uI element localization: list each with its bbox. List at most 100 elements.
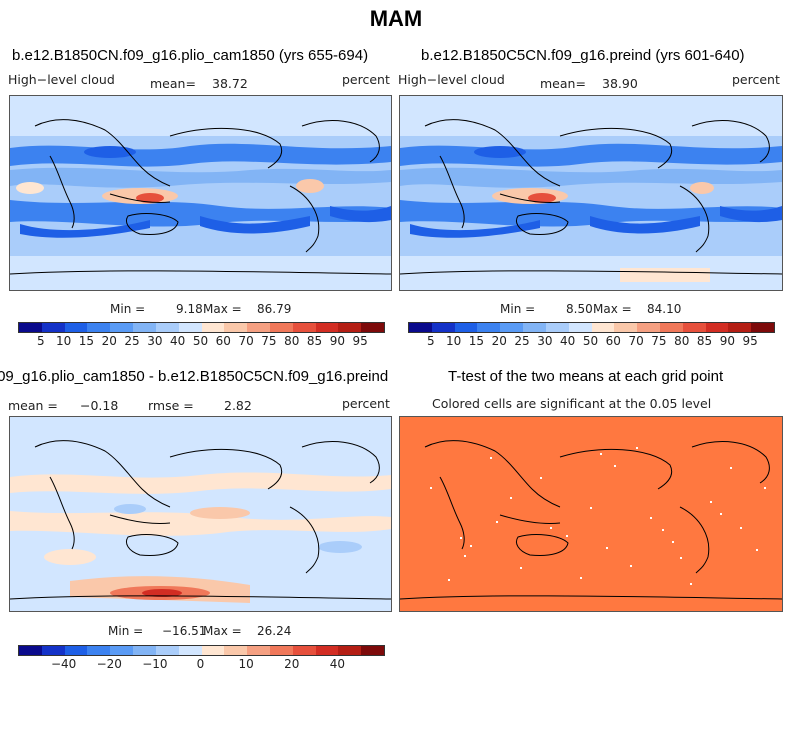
colorbar-tick-label: 20 [491,334,507,348]
panel-3-min-value: −16.51 [162,624,207,638]
colorbar-tick-label: 10 [445,334,462,348]
colorbar-swatch [728,323,752,332]
colorbar-swatch [201,323,225,332]
colorbar-swatch [19,323,42,332]
colorbar-swatch [269,646,293,655]
panel-2-colorbar-labels: 5 10 15 20 25 30 40 50 60 70 75 80 85 90 95 [408,334,773,348]
panel-1-max-label: Max = [203,302,242,316]
colorbar-tick-label: 50 [582,334,599,348]
colorbar-swatch [155,646,179,655]
colorbar-tick-label: 70 [628,334,644,348]
colorbar-swatch [361,323,384,332]
colorbar-swatch [178,646,202,655]
panel-1-max-value: 86.79 [257,302,292,316]
colorbar-swatch [87,646,111,655]
panel-3-map [9,416,392,612]
colorbar-swatch [361,646,384,655]
colorbar-tick-label: 95 [742,334,758,348]
colorbar-tick-label: 40 [329,657,346,671]
colorbar-swatch [500,323,524,332]
colorbar-swatch [201,646,225,655]
colorbar-swatch [315,646,339,655]
colorbar-swatch [224,323,248,332]
colorbar-swatch [41,323,65,332]
colorbar-swatch [110,646,134,655]
panel-3-mean-value: −0.18 [80,398,119,413]
colorbar-swatch [409,323,432,332]
panel-3-max-label: Max = [203,624,242,638]
colorbar-tick-label: 0 [196,657,205,671]
colorbar-tick-label: −40 [50,657,77,671]
panel-1-map [9,95,392,291]
panel-2-field [400,96,782,290]
panel-3-max-value: 26.24 [257,624,292,638]
panel-3-rmse-value: 2.82 [224,398,252,413]
colorbar-swatch [523,323,546,332]
colorbar-tick-label: 25 [124,334,140,348]
colorbar-swatch [269,323,293,332]
colorbar-swatch [705,323,729,332]
colorbar-tick-label: 60 [605,334,621,348]
colorbar-swatch [637,323,660,332]
colorbar-swatch [155,323,179,332]
panel-2-min-label: Min = [500,302,536,316]
colorbar-swatch [247,323,270,332]
panel-4-subtitle: Colored cells are significant at the 0.0… [432,396,712,411]
colorbar-tick-label: 10 [55,334,72,348]
colorbar-swatch [247,646,270,655]
panel-3-rmse-label: rmse = [148,398,194,413]
panel-2-max-value: 84.10 [647,302,682,316]
colorbar-swatch [178,323,202,332]
colorbar-tick-label: 40 [560,334,576,348]
colorbar-tick-label: 85 [696,334,713,348]
colorbar-tick-label: 15 [78,334,95,348]
panel-4-field [400,417,782,611]
colorbar-swatch [41,646,65,655]
colorbar-swatch [659,323,683,332]
figure-title: MAM [369,6,423,31]
panel-4-map [399,416,783,612]
colorbar-swatch [477,323,501,332]
colorbar-tick-label: 70 [238,334,254,348]
panel-1-variable-label: High−level cloud [8,72,115,87]
panel-3-colorbar-labels: −40 −20 −10 0 10 20 40 [18,657,383,671]
panel-2-map [399,95,783,291]
colorbar-tick-label: −10 [142,657,168,671]
colorbar-swatch [64,323,88,332]
panel-3-mean-label: mean = [8,398,58,413]
panel-2-variable-label: High−level cloud [398,72,505,87]
panel-2-mean-value: 38.90 [602,76,638,91]
panel-3-min-label: Min = [108,624,144,638]
panel-1-case-title: b.e12.B1850CN.f09_g16.plio_cam1850 (yrs … [12,47,369,64]
colorbar-tick-label: 30 [537,334,553,348]
panel-3-case-title: b.e12.B1850CN.f09_g16.plio_cam1850 - b.e… [0,368,389,385]
colorbar-swatch [133,323,156,332]
colorbar-swatch [338,646,362,655]
panel-2-min-value: 8.50 [566,302,593,316]
colorbar-swatch [545,323,569,332]
panel-1-units: percent [342,72,390,87]
colorbar-tick-label: −20 [96,657,122,671]
colorbar-swatch [751,323,774,332]
panel-3-colorbar [18,645,385,656]
colorbar-swatch [19,646,42,655]
colorbar-tick-label: 10 [238,657,254,671]
panel-1-field [10,96,391,290]
panel-3-units: percent [342,396,390,411]
colorbar-swatch [338,323,362,332]
colorbar-swatch [133,646,156,655]
colorbar-tick-label: 15 [468,334,485,348]
panel-1-min-value: 9.18 [176,302,203,316]
colorbar-tick-label: 25 [514,334,530,348]
colorbar-tick-label: 95 [352,334,368,348]
colorbar-swatch [87,323,111,332]
colorbar-tick-label: 5 [36,334,45,348]
colorbar-tick-label: 60 [215,334,231,348]
colorbar-tick-label: 90 [719,334,736,348]
panel-1-colorbar-labels: 5 10 15 20 25 30 40 50 60 70 75 80 85 90 95 [18,334,383,348]
panel-2-units: percent [732,72,780,87]
colorbar-swatch [224,646,248,655]
colorbar-swatch [591,323,615,332]
colorbar-swatch [64,646,88,655]
colorbar-tick-label: 5 [426,334,435,348]
